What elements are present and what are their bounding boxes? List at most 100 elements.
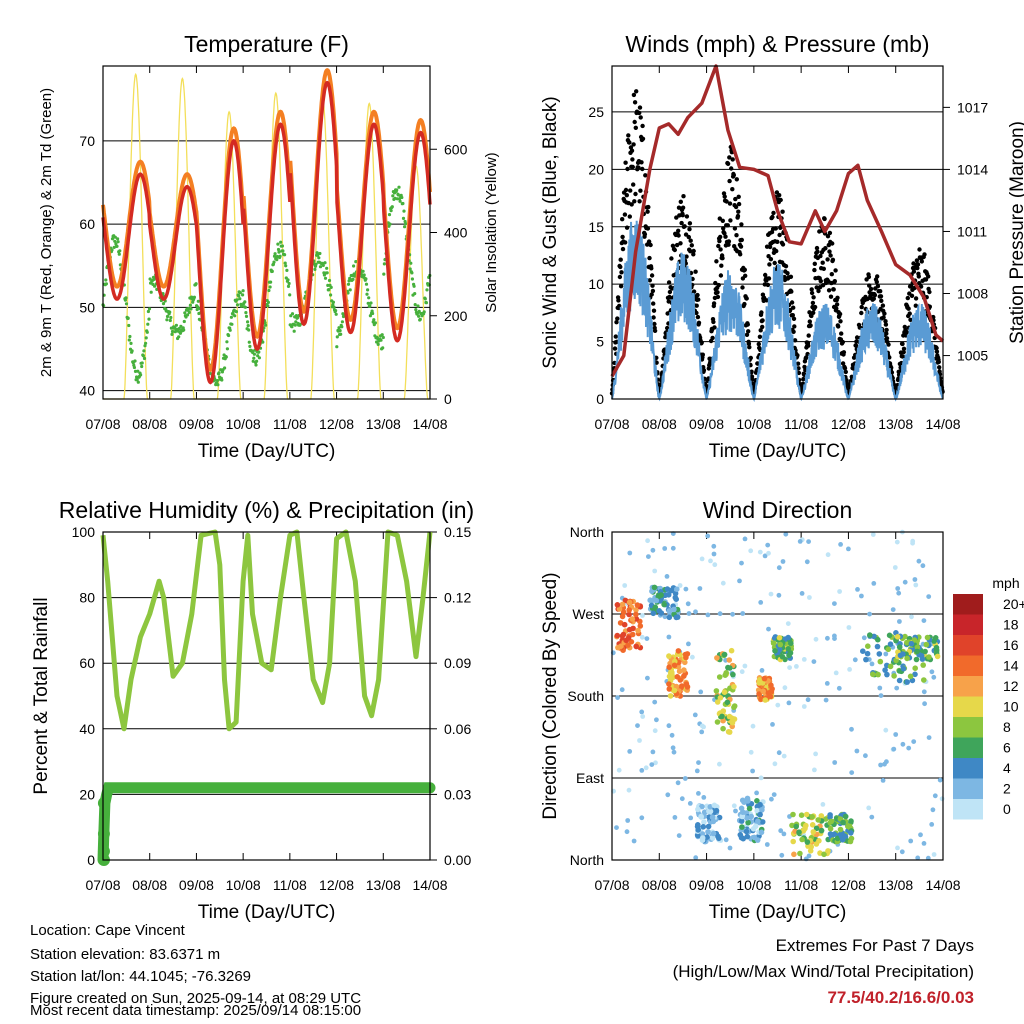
direction-point bbox=[759, 680, 766, 686]
direction-point bbox=[649, 762, 655, 767]
dewpoint-point bbox=[398, 199, 402, 203]
dewpoint-point bbox=[380, 333, 384, 337]
dewpoint-point bbox=[147, 307, 152, 311]
direction-point bbox=[688, 815, 694, 821]
direction-point bbox=[823, 697, 829, 703]
chart-title-temperature: Temperature (F) bbox=[184, 31, 349, 57]
direction-point bbox=[772, 648, 778, 654]
dewpoint-point bbox=[174, 323, 178, 327]
direction-point bbox=[828, 818, 835, 825]
gust-point bbox=[768, 257, 774, 262]
direction-point bbox=[838, 542, 843, 547]
direction-point bbox=[696, 760, 701, 765]
direction-point bbox=[880, 778, 886, 783]
direction-point bbox=[750, 768, 755, 774]
gust-point bbox=[823, 246, 828, 251]
dewpoint-point bbox=[169, 315, 173, 320]
gust-point bbox=[716, 282, 721, 288]
direction-point bbox=[666, 686, 673, 692]
speed-legend-label: 20+ bbox=[1003, 596, 1024, 612]
y-tick-label: 10 bbox=[588, 276, 604, 292]
direction-point bbox=[761, 675, 768, 682]
gust-point bbox=[731, 172, 736, 178]
dewpoint-point bbox=[276, 242, 280, 246]
dewpoint-point bbox=[196, 299, 200, 303]
dewpoint-point bbox=[118, 249, 122, 253]
x-tick-label: 10/08 bbox=[736, 416, 771, 432]
gust-point bbox=[812, 261, 817, 266]
dewpoint-point bbox=[110, 237, 115, 241]
gust-point bbox=[691, 248, 696, 254]
gust-point bbox=[836, 324, 841, 329]
dewpoint-point bbox=[215, 379, 219, 383]
direction-point bbox=[863, 656, 869, 663]
gust-point bbox=[679, 220, 684, 226]
dewpoint-point bbox=[195, 307, 199, 312]
dewpoint-point bbox=[369, 301, 373, 305]
gust-point bbox=[615, 316, 620, 321]
gust-point bbox=[783, 264, 789, 269]
y-tick-label: 50 bbox=[79, 299, 95, 315]
gust-point bbox=[630, 157, 635, 162]
gust-point bbox=[918, 284, 924, 289]
speed-legend-swatch bbox=[953, 594, 983, 615]
direction-point bbox=[738, 834, 745, 841]
dewpoint-point bbox=[387, 213, 392, 217]
dewpoint-point bbox=[227, 333, 231, 338]
direction-point bbox=[679, 683, 685, 689]
y-right-tick-label: 0.12 bbox=[444, 590, 471, 606]
direction-point bbox=[652, 604, 659, 611]
y-right-tick-label: 200 bbox=[444, 308, 468, 324]
direction-point bbox=[813, 841, 820, 847]
dewpoint-point bbox=[402, 209, 406, 213]
direction-point bbox=[921, 618, 927, 623]
gust-point bbox=[764, 298, 769, 303]
direction-point bbox=[616, 767, 622, 773]
gust-point bbox=[907, 311, 912, 316]
gust-point bbox=[682, 224, 687, 229]
gust-point bbox=[619, 270, 624, 275]
speed-legend-swatch bbox=[953, 799, 983, 820]
direction-point bbox=[787, 665, 792, 670]
x-tick-label: 14/08 bbox=[412, 877, 447, 893]
x-tick-label: 11/08 bbox=[273, 877, 307, 893]
dewpoint-point bbox=[334, 309, 338, 313]
direction-point bbox=[693, 855, 699, 861]
direction-point bbox=[777, 641, 784, 648]
gust-point bbox=[795, 361, 801, 366]
dewpoint-point bbox=[279, 240, 283, 244]
direction-point bbox=[622, 583, 628, 588]
gust-point bbox=[666, 280, 672, 285]
gust-point bbox=[670, 243, 676, 248]
gust-point bbox=[646, 239, 652, 244]
dewpoint-point bbox=[390, 205, 394, 209]
gust-point bbox=[643, 173, 648, 178]
direction-point bbox=[739, 560, 744, 566]
direction-point bbox=[904, 655, 910, 662]
extremes-title: Extremes For Past 7 Days bbox=[775, 936, 974, 955]
gust-point bbox=[807, 319, 812, 324]
dewpoint-point bbox=[257, 350, 261, 354]
gust-point bbox=[639, 160, 644, 165]
direction-point bbox=[670, 745, 676, 751]
dewpoint-point bbox=[244, 314, 249, 318]
direction-point bbox=[750, 723, 756, 729]
y-right-tick-label: 0.09 bbox=[444, 655, 471, 671]
gust-point bbox=[878, 294, 884, 299]
direction-point bbox=[809, 822, 816, 828]
direction-point bbox=[690, 654, 695, 660]
direction-point bbox=[705, 612, 711, 618]
direction-point bbox=[882, 667, 888, 673]
direction-point bbox=[794, 664, 799, 669]
dewpoint-point bbox=[331, 303, 335, 307]
y-tick-label: 15 bbox=[588, 219, 604, 235]
direction-point bbox=[776, 592, 782, 598]
direction-point bbox=[776, 750, 782, 756]
gust-point bbox=[740, 285, 745, 290]
dewpoint-point bbox=[235, 303, 240, 307]
dewpoint-point bbox=[192, 295, 196, 299]
direction-point bbox=[861, 635, 867, 641]
chart-title-winds: Winds (mph) & Pressure (mb) bbox=[625, 31, 929, 57]
direction-point bbox=[896, 644, 903, 650]
